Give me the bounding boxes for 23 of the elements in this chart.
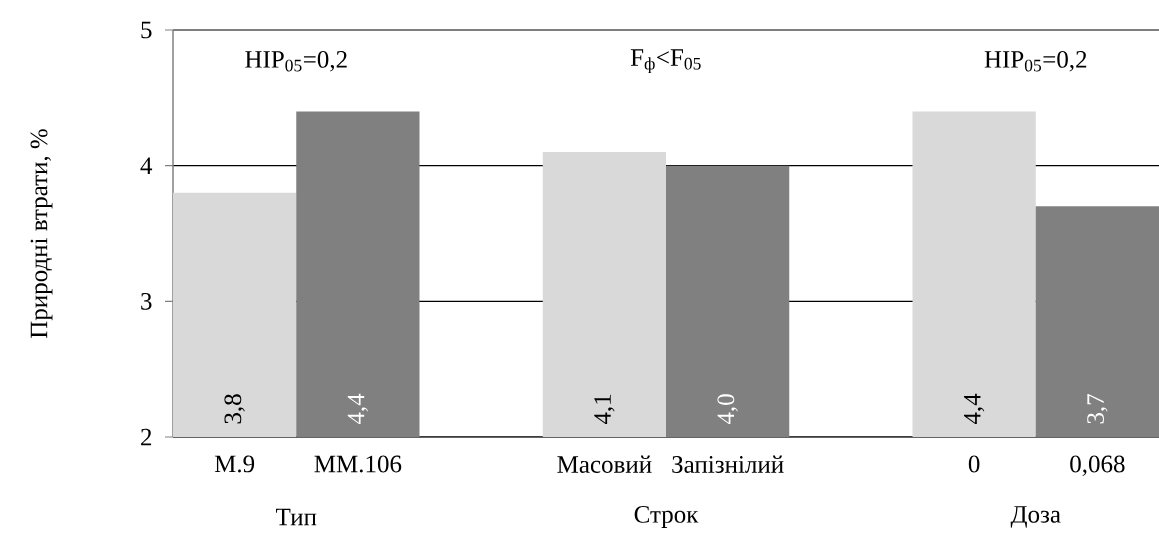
text: Строк [634,506,699,528]
annotation: HIP$_{05}$=0,2 [245,50,347,72]
data-label: 4,4 [963,393,985,425]
data-label: 4,4 [347,393,369,425]
x-tick-label: ММ.106 [314,455,402,473]
text: Доза [1010,506,1061,528]
y-tick-label: 5 [141,21,152,39]
data-label: 4,0 [717,394,738,425]
data-label: 3,7 [1087,394,1108,424]
y-tick-label: 4 [140,157,153,174]
data-label: 3,8 [224,394,245,424]
x-tick-label: Запізнілий [672,455,784,473]
data-label: 4,1 [594,394,615,425]
annotation: F$_{ф}$<F$_{05}$ [630,49,701,74]
annotation: HIP$_{05}$=0,2 [984,50,1087,72]
x-tick-label: 0 [968,455,980,473]
y-tick-label: 2 [141,428,152,446]
y-tick-label: 3 [141,292,152,310]
text: Тип [276,508,317,526]
x-tick-label: М.9 [214,455,255,473]
x-tick-label: 0,068 [1070,455,1125,476]
y-axis-title: Природні втрати, % [30,129,53,339]
x-tick-label: Масовий [557,455,652,473]
